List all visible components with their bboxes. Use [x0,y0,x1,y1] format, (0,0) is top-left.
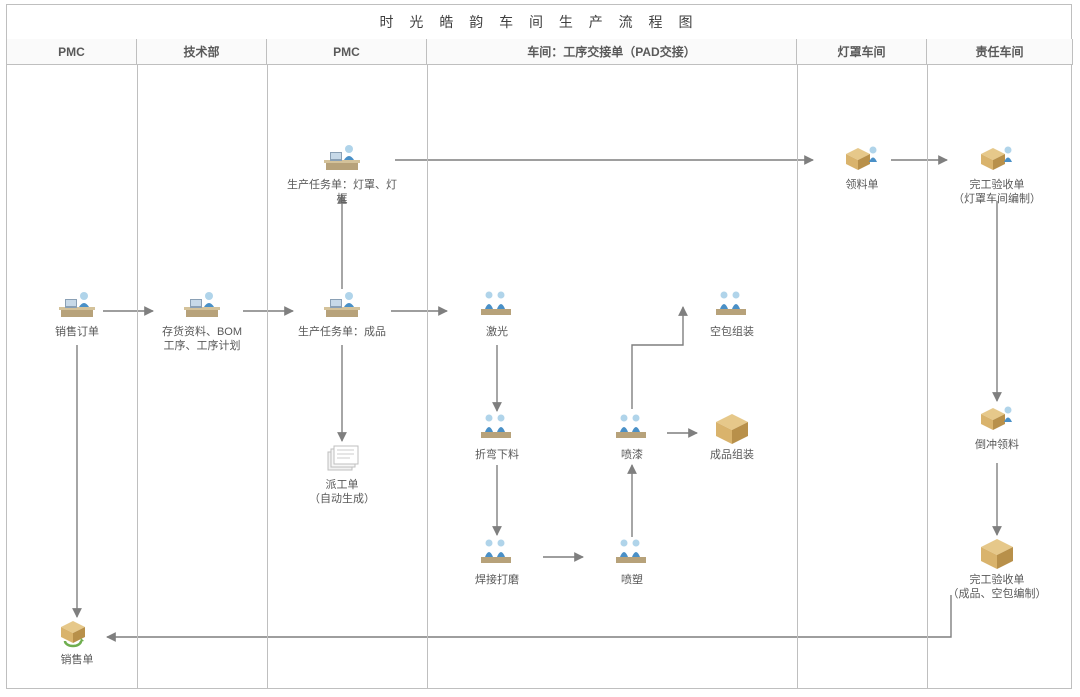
node-inspect_lamp: 完工验收单 （灯罩车间编制） [937,140,1057,206]
node-label: 领料单 [802,178,922,192]
lane-divider [927,65,928,688]
userdesk-icon [180,287,224,323]
node-bom: 存货资料、BOM 工序、工序计划 [142,287,262,353]
node-label: 成品组装 [672,448,792,462]
lane-divider [797,65,798,688]
node-label: 生产任务单：灯罩、灯框 [282,178,402,206]
node-label: 销售订单 [17,325,137,339]
node-sales_slip: 销售单 [17,615,137,667]
node-dispatch: 派工单 （自动生成） [282,440,402,506]
node-material: 领料单 [802,140,922,192]
node-spray: 喷塑 [572,535,692,587]
node-label: 折弯下料 [437,448,557,462]
node-final_asm: 成品组装 [672,410,792,462]
workers-icon [610,535,654,571]
lane-header-tech: 技术部 [137,39,267,65]
workers-icon [610,410,654,446]
workers-icon [475,535,519,571]
lane-header-pmc1: PMC [7,39,137,65]
boxuser-icon [975,400,1019,436]
node-label: 倒冲领料 [937,438,1057,452]
node-weld: 焊接打磨 [437,535,557,587]
chart-title: 时 光 皓 韵 车 间 生 产 流 程 图 [7,5,1071,40]
node-label: 完工验收单 （成品、空包编制） [937,573,1057,601]
box-icon [710,410,754,446]
node-task_lamp: 生产任务单：灯罩、灯框 [282,140,402,206]
flowchart-frame: 时 光 皓 韵 车 间 生 产 流 程 图 [6,4,1072,689]
node-bend: 折弯下料 [437,410,557,462]
node-inspect_fin: 完工验收单 （成品、空包编制） [937,535,1057,601]
node-task_fin: 生产任务单：成品 [282,287,402,339]
lane-header-resp: 责任车间 [927,39,1073,65]
lane-header-lamp: 灯罩车间 [797,39,927,65]
userdesk-icon [320,287,364,323]
node-label: 喷塑 [572,573,692,587]
node-label: 焊接打磨 [437,573,557,587]
workers-icon [475,410,519,446]
node-label: 派工单 （自动生成） [282,478,402,506]
lane-header-pmc2: PMC [267,39,427,65]
node-laser: 激光 [437,287,557,339]
boxuser-icon [975,140,1019,176]
node-sales_order: 销售订单 [17,287,137,339]
boxuser-icon [840,140,884,176]
node-assemble: 空包组装 [672,287,792,339]
node-label: 空包组装 [672,325,792,339]
node-label: 完工验收单 （灯罩车间编制） [937,178,1057,206]
lane-header-shop: 车间：工序交接单（PAD交接） [427,39,797,65]
workers-icon [475,287,519,323]
flow-arrow [107,595,951,637]
node-label: 激光 [437,325,557,339]
boxcycle-icon [55,615,99,651]
workers-icon [710,287,754,323]
userdesk-icon [55,287,99,323]
node-label: 生产任务单：成品 [282,325,402,339]
node-label: 销售单 [17,653,137,667]
lane-divider [267,65,268,688]
lane-divider [427,65,428,688]
node-label: 存货资料、BOM 工序、工序计划 [142,325,262,353]
lane-divider [137,65,138,688]
node-backflush: 倒冲领料 [937,400,1057,452]
userdesk-icon [320,140,364,176]
docs-icon [320,440,364,476]
box-icon [975,535,1019,571]
